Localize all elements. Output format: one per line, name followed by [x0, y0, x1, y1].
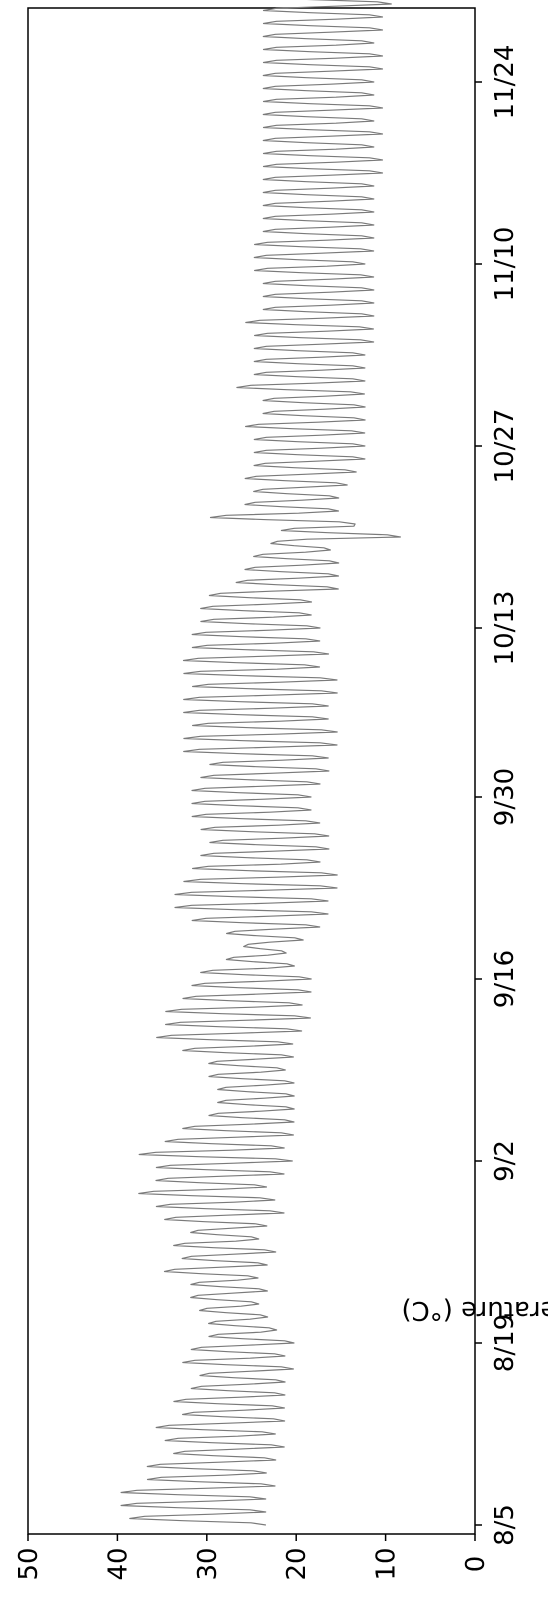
- y-tick-label: 20: [282, 1547, 312, 1580]
- y-tick-label: 50: [14, 1547, 44, 1580]
- x-tick-label: 11/24: [490, 45, 520, 120]
- air-temperature-line: [120, 0, 401, 1526]
- x-tick-label: 9/2: [490, 1140, 520, 1182]
- x-tick-label: 8/5: [490, 1504, 520, 1546]
- x-tick-label: 9/16: [490, 950, 520, 1008]
- x-tick-label: 11/10: [490, 227, 520, 302]
- x-axis-ticks: 8/5 8/19 9/2 9/16 9/30 10/13 10/27 11/10 11/24: [475, 45, 520, 1546]
- x-tick-label: 10/27: [490, 409, 520, 484]
- plot-frame: [27, 7, 476, 1535]
- x-tick-label: 8/19: [490, 1314, 520, 1372]
- x-tick-label: 10/13: [490, 591, 520, 666]
- y-tick-label: 40: [103, 1547, 133, 1580]
- y-tick-label: 0: [461, 1556, 491, 1573]
- y-tick-label: 30: [193, 1547, 223, 1580]
- y-axis-ticks: 0 10 20 30 40 50: [14, 1534, 491, 1581]
- y-axis-title: Air temperature (°C): [401, 1295, 548, 1325]
- y-tick-label: 10: [372, 1547, 402, 1580]
- x-tick-label: 9/30: [490, 768, 520, 826]
